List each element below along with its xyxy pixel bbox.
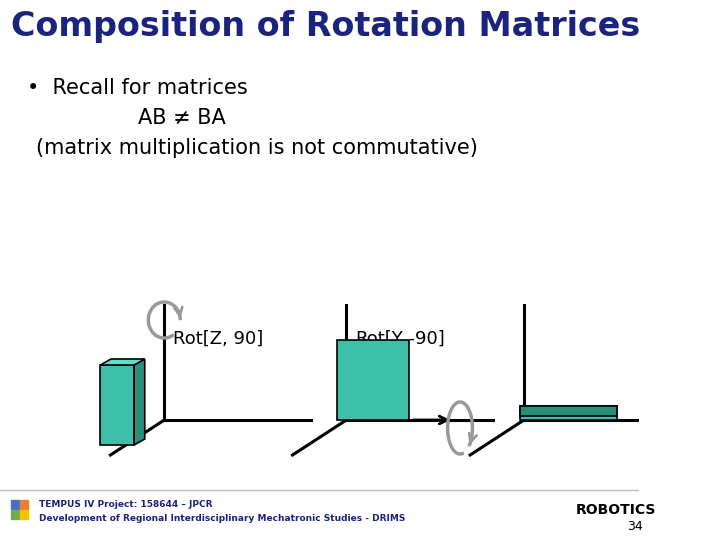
Polygon shape xyxy=(134,359,145,445)
Bar xyxy=(11,500,19,509)
Text: Rot[Z, 90]: Rot[Z, 90] xyxy=(174,330,264,348)
Polygon shape xyxy=(520,406,617,416)
Bar xyxy=(11,510,19,519)
Polygon shape xyxy=(520,406,617,420)
Text: AB ≠ BA: AB ≠ BA xyxy=(138,108,225,128)
Polygon shape xyxy=(338,340,408,420)
Text: Development of Regional Interdisciplinary Mechatronic Studies - DRIMS: Development of Regional Interdisciplinar… xyxy=(39,514,405,523)
Text: (matrix multiplication is not commutative): (matrix multiplication is not commutativ… xyxy=(35,138,477,158)
Text: •  Recall for matrices: • Recall for matrices xyxy=(27,78,248,98)
Text: 34: 34 xyxy=(627,520,643,533)
Text: Rot[Y,-90]: Rot[Y,-90] xyxy=(355,330,445,348)
Polygon shape xyxy=(100,359,145,365)
Polygon shape xyxy=(100,365,134,445)
Bar xyxy=(19,510,27,519)
Bar xyxy=(19,500,27,509)
Text: Composition of Rotation Matrices: Composition of Rotation Matrices xyxy=(11,10,640,43)
Text: TEMPUS IV Project: 158644 – JPCR: TEMPUS IV Project: 158644 – JPCR xyxy=(39,500,212,509)
Text: ROBOTICS: ROBOTICS xyxy=(575,503,656,517)
